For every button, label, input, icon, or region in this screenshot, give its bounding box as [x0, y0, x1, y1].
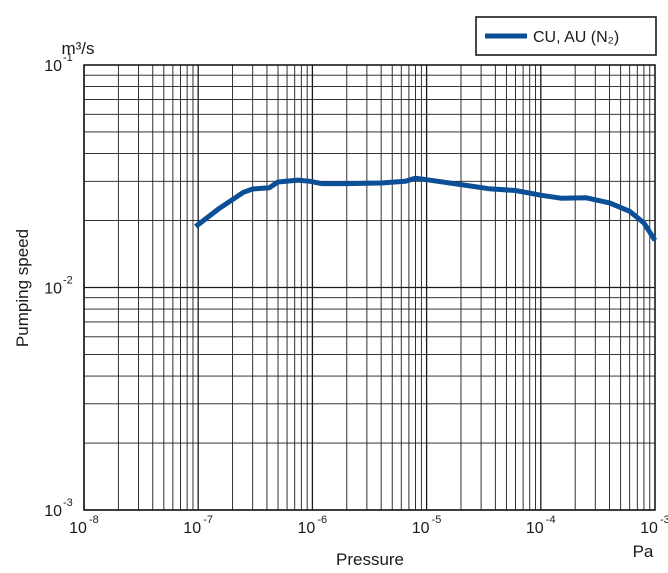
y-tick-exponent: -2	[63, 275, 73, 287]
legend: CU, AU (N₂)	[475, 16, 657, 56]
y-tick-exponent: -1	[63, 52, 73, 64]
y-tick-label: 10	[44, 58, 62, 75]
series-layer	[194, 175, 658, 242]
series-line	[194, 175, 658, 242]
x-axis-unit: Pa	[633, 542, 654, 561]
x-tick-label: 10	[640, 520, 658, 537]
x-tick-labels: 10 -8 10 -7 10 -6 10 -5 10 -4 10 -3	[69, 514, 668, 537]
x-tick-label: 10	[298, 520, 316, 537]
y-tick-exponent: -3	[63, 497, 73, 509]
x-tick-label: 10	[183, 520, 201, 537]
x-tick-label: 10	[412, 520, 430, 537]
y-tick-label: 10	[44, 503, 62, 520]
x-axis-label: Pressure	[336, 550, 404, 569]
x-tick-exponent: -7	[203, 514, 213, 526]
x-tick-exponent: -6	[317, 514, 327, 526]
x-tick-exponent: -3	[660, 514, 668, 526]
x-tick-exponent: -8	[89, 514, 99, 526]
x-tick-label: 10	[69, 520, 87, 537]
x-tick-label: 10	[526, 520, 544, 537]
x-tick-exponent: -5	[432, 514, 442, 526]
y-tick-labels: 10-310-210-1	[44, 52, 73, 520]
y-axis-unit: m³/s	[61, 39, 94, 58]
y-tick-label: 10	[44, 281, 62, 298]
legend-label: CU, AU (N₂)	[533, 29, 619, 46]
x-tick-exponent: -4	[546, 514, 556, 526]
plot-frame	[83, 64, 656, 511]
grid-lines	[83, 65, 655, 511]
y-axis-label: Pumping speed	[13, 229, 32, 347]
